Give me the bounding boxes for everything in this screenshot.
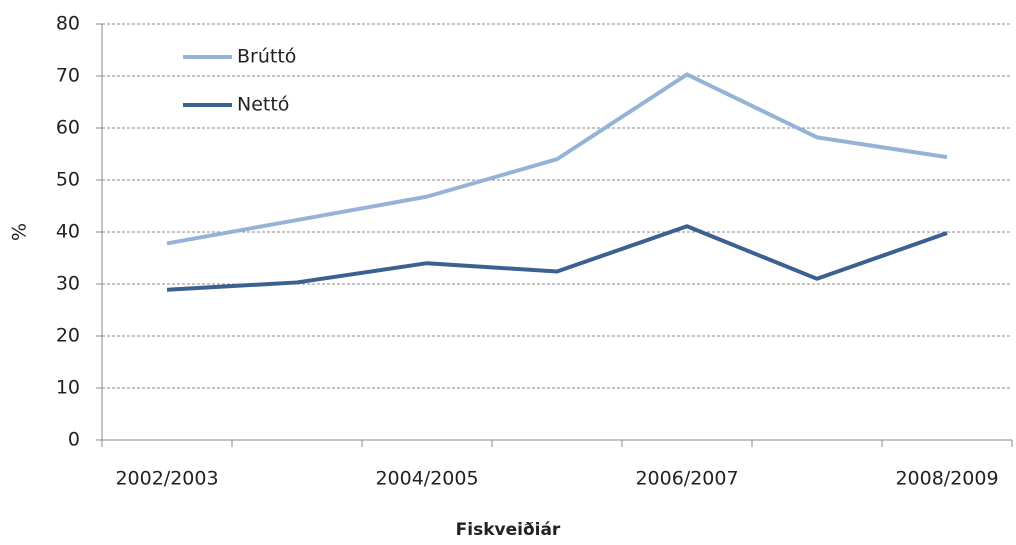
x-axis-title: Fiskveiðiár <box>456 520 561 540</box>
y-tick-label: 40 <box>56 221 80 243</box>
y-tick-label: 80 <box>56 13 80 35</box>
x-tick-label: 2006/2007 <box>635 468 738 490</box>
series-line <box>166 72 948 246</box>
legend-label: Brúttó <box>237 46 296 68</box>
x-tick-label: 2008/2009 <box>895 468 998 490</box>
x-tick-label: 2004/2005 <box>375 468 478 490</box>
y-tick-label: 70 <box>56 65 80 87</box>
y-tick-label: 0 <box>68 429 80 451</box>
y-axis-title: % <box>9 223 31 241</box>
y-tick-label: 60 <box>56 117 80 139</box>
y-tick-label: 20 <box>56 325 80 347</box>
y-tick-label: 10 <box>56 377 80 399</box>
legend-label: Nettó <box>237 94 289 116</box>
y-tick-label: 50 <box>56 169 80 191</box>
x-tick-label: 2002/2003 <box>115 468 218 490</box>
y-tick-label: 30 <box>56 273 80 295</box>
series-line <box>166 224 948 292</box>
